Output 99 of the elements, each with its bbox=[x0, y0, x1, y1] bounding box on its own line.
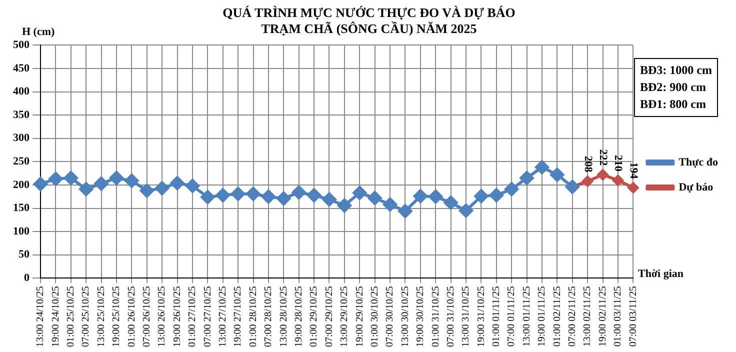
x-axis-title: Thời gian bbox=[638, 268, 684, 280]
point bbox=[612, 174, 624, 186]
y-axis-title: H (cm) bbox=[22, 26, 55, 38]
data-label: 210 bbox=[612, 154, 624, 172]
x-tick-label: 07:00 25/10/25 bbox=[80, 286, 92, 348]
point bbox=[474, 189, 488, 204]
point bbox=[200, 190, 215, 204]
text: BĐ3: 1000 cm BĐ2: 900 cm BĐ1: 800 cm bbox=[634, 58, 718, 117]
point bbox=[383, 198, 398, 212]
x-tick-label: 19:00 30/10/25 bbox=[415, 286, 426, 348]
x-tick-label: 19:00 29/10/25 bbox=[354, 286, 366, 348]
x-tick-label: 13:00 02/11/25 bbox=[582, 286, 594, 347]
point bbox=[504, 182, 519, 196]
x-tick-label: 13:00 01/11/25 bbox=[521, 286, 532, 347]
point bbox=[520, 170, 534, 185]
chart-title: QUÁ TRÌNH MỰC NƯỚC THỰC ĐO VÀ DỰ BÁO TRẠM CHÃ (SÔNG CẦU) NĂM 2025 bbox=[222, 5, 516, 36]
legend-label: Thực đo bbox=[678, 156, 718, 168]
point bbox=[216, 188, 230, 202]
point bbox=[64, 170, 78, 185]
point bbox=[79, 182, 94, 196]
x-tick-label: 19:00 25/10/25 bbox=[111, 286, 122, 348]
point bbox=[413, 189, 428, 204]
x-tick-label: 01:00 30/10/25 bbox=[369, 286, 380, 348]
point bbox=[246, 186, 260, 201]
point bbox=[109, 170, 124, 185]
point bbox=[352, 186, 367, 200]
x-tick-label: 01:00 26/10/25 bbox=[126, 286, 138, 348]
x-tick-label: 13:00 30/10/25 bbox=[400, 286, 411, 348]
y-tick-label: 200 bbox=[13, 178, 30, 191]
point bbox=[185, 178, 200, 193]
x-tick-label: 07:00 26/10/25 bbox=[142, 286, 153, 348]
x-tick-label: 07:00 27/10/25 bbox=[202, 286, 214, 348]
point bbox=[307, 188, 322, 202]
point bbox=[322, 192, 336, 206]
x-tick-label: 01:00 03/11/25 bbox=[612, 286, 624, 347]
x-tick-label: 19:00 31/10/25 bbox=[476, 286, 487, 348]
x-tick-label: 07:00 28/10/25 bbox=[263, 286, 274, 348]
point bbox=[292, 185, 306, 200]
x-tick-label: 13:00 26/10/25 bbox=[156, 286, 168, 348]
point bbox=[550, 168, 564, 182]
point bbox=[231, 186, 246, 201]
y-tick-label: 400 bbox=[13, 86, 30, 98]
x-tick-label: 19:00 27/10/25 bbox=[232, 286, 244, 348]
point bbox=[398, 204, 412, 218]
point bbox=[628, 182, 639, 194]
point bbox=[428, 190, 443, 204]
data-label: 194 bbox=[627, 162, 640, 180]
y-tick-label: 450 bbox=[13, 62, 30, 74]
x-tick-label: 19:00 02/11/25 bbox=[597, 286, 608, 347]
point bbox=[368, 191, 382, 206]
x-tick-label: 01:00 31/10/25 bbox=[430, 286, 442, 348]
y-tick-label: 100 bbox=[13, 225, 30, 238]
x-tick-label: 07:00 29/10/25 bbox=[324, 286, 335, 348]
x-tick-label: 01:00 28/10/25 bbox=[248, 286, 259, 348]
x-tick-label: 07:00 03/11/25 bbox=[628, 286, 639, 347]
y-tick-label: 350 bbox=[13, 108, 30, 121]
y-tick-label: 250 bbox=[13, 156, 30, 168]
y-tick-label: 300 bbox=[13, 132, 30, 144]
point bbox=[535, 160, 550, 174]
y-tick-label: 500 bbox=[13, 39, 30, 52]
x-tick-label: 07:00 01/11/25 bbox=[506, 286, 518, 347]
x-tick-label: 19:00 28/10/25 bbox=[293, 286, 304, 348]
x-tick-label: 01:00 01/11/25 bbox=[491, 286, 502, 347]
point bbox=[582, 176, 594, 187]
point bbox=[489, 188, 504, 202]
x-tick-label: 13:00 25/10/25 bbox=[96, 286, 107, 348]
y-tick-label: 150 bbox=[13, 202, 30, 214]
x-tick-label: 19:00 01/11/25 bbox=[536, 286, 548, 347]
point bbox=[337, 198, 352, 212]
x-tick-label: 01:00 27/10/25 bbox=[187, 286, 198, 348]
x-tick-label: 13:00 28/10/25 bbox=[278, 286, 290, 348]
point bbox=[444, 196, 458, 210]
x-tick-label: 07:00 02/11/25 bbox=[567, 286, 578, 347]
y-tick-label: 50 bbox=[18, 248, 30, 261]
legend-label: Dự báo bbox=[678, 181, 714, 194]
point bbox=[459, 204, 474, 218]
data-label: 222 bbox=[596, 149, 609, 166]
x-tick-label: 19:00 24/10/25 bbox=[50, 286, 62, 348]
x-tick-label: 13:00 29/10/25 bbox=[339, 286, 350, 348]
x-tick-label: 13:00 27/10/25 bbox=[217, 286, 228, 348]
x-tick-label: 13:00 31/10/25 bbox=[460, 286, 472, 348]
x-tick-label: 07:00 31/10/25 bbox=[445, 286, 456, 348]
data-label: 208 bbox=[582, 156, 594, 173]
x-tick-label: 01:00 25/10/25 bbox=[66, 286, 77, 348]
point bbox=[155, 181, 170, 196]
point bbox=[48, 172, 63, 186]
x-tick-label: 07:00 30/10/25 bbox=[384, 286, 396, 348]
x-tick-label: 19:00 26/10/25 bbox=[172, 286, 183, 348]
point bbox=[170, 176, 184, 190]
point bbox=[140, 184, 154, 198]
point bbox=[597, 169, 608, 180]
point bbox=[124, 174, 139, 188]
y-tick-label: 0 bbox=[24, 272, 30, 284]
point bbox=[276, 191, 291, 206]
point bbox=[261, 190, 276, 204]
x-tick-label: 01:00 02/11/25 bbox=[552, 286, 563, 347]
x-tick-label: 01:00 29/10/25 bbox=[308, 286, 320, 348]
x-tick-label: 13:00 24/10/25 bbox=[35, 286, 46, 348]
point bbox=[94, 176, 108, 191]
